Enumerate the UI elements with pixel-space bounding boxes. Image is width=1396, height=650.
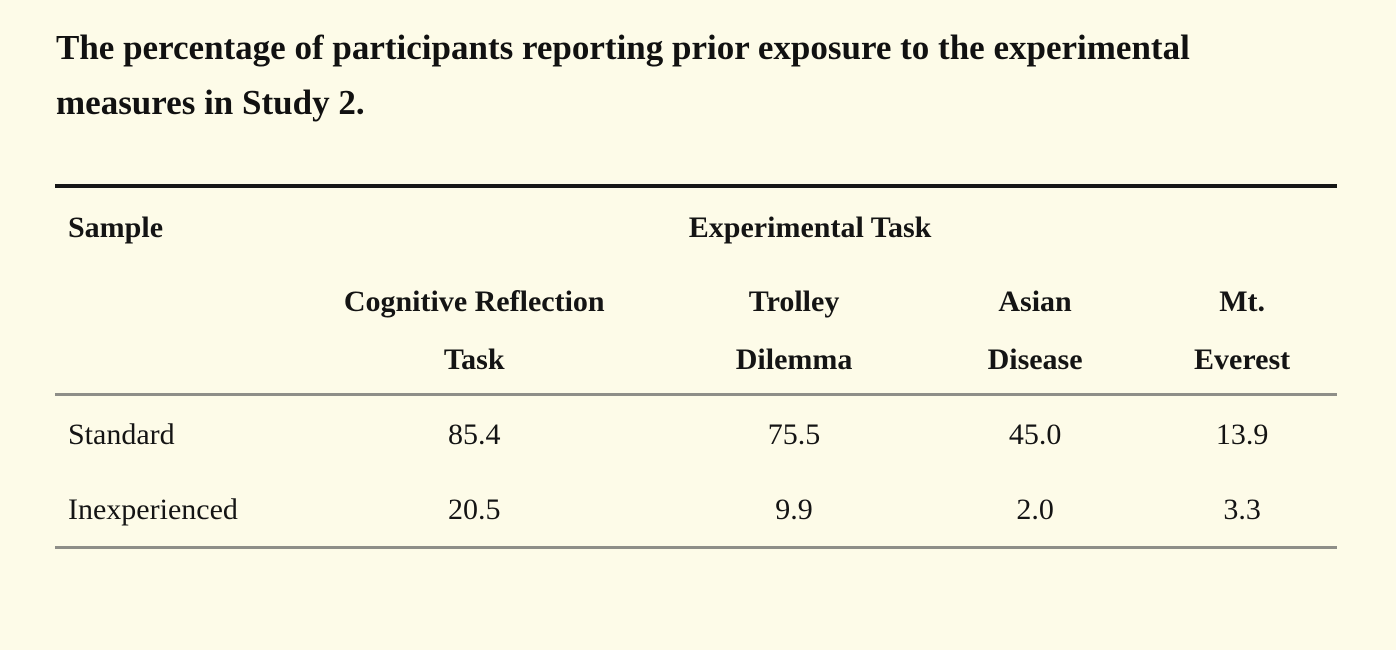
row-label-standard: Standard — [68, 417, 175, 451]
column-header-sample: Sample — [68, 211, 164, 244]
table-row-inexperienced: Inexperienced 20.5 9.9 2.0 3.3 — [55, 473, 1337, 546]
column-header-line: Asian — [998, 284, 1072, 318]
column-header-line: Everest — [1194, 342, 1291, 376]
column-header-line: Cognitive Reflection — [343, 284, 605, 318]
column-header-asian-disease: Asian Disease — [923, 273, 1147, 389]
table-cell: 3.3 — [1223, 492, 1261, 526]
column-header-cognitive-reflection-task: Cognitive Reflection Task — [283, 273, 665, 389]
table-cell: 20.5 — [447, 492, 501, 526]
table-cell: 9.9 — [775, 492, 813, 526]
table-header-row-columns: Cognitive Reflection Task Trolley Dilemm… — [55, 268, 1337, 393]
data-table: Sample Experimental Task Cognitive Refle… — [55, 184, 1337, 549]
table-row-standard: Standard 85.4 75.5 45.0 13.9 — [55, 396, 1337, 473]
column-header-line: Dilemma — [735, 342, 853, 376]
table-cell: 45.0 — [1008, 417, 1062, 451]
column-header-trolley-dilemma: Trolley Dilemma — [665, 273, 923, 389]
row-label-inexperienced: Inexperienced — [68, 492, 238, 526]
table-cell: 85.4 — [447, 417, 501, 451]
column-group-header-experimental-task: Experimental Task — [688, 211, 932, 244]
table-cell: 13.9 — [1215, 417, 1269, 451]
column-header-line: Task — [443, 342, 505, 376]
table-cell: 2.0 — [1016, 492, 1054, 526]
table-cell: 75.5 — [767, 417, 821, 451]
column-header-mt-everest: Mt. Everest — [1147, 273, 1337, 389]
table-top-rule — [55, 184, 1337, 188]
column-header-line: Disease — [987, 342, 1083, 376]
column-header-line: Mt. — [1219, 284, 1265, 318]
table-header-row-group: Sample Experimental Task — [55, 188, 1337, 268]
table-header-divider-rule — [55, 393, 1337, 396]
column-header-line: Trolley — [748, 284, 840, 318]
table-caption: The percentage of participants reporting… — [56, 28, 1190, 122]
table-bottom-rule — [55, 546, 1337, 549]
